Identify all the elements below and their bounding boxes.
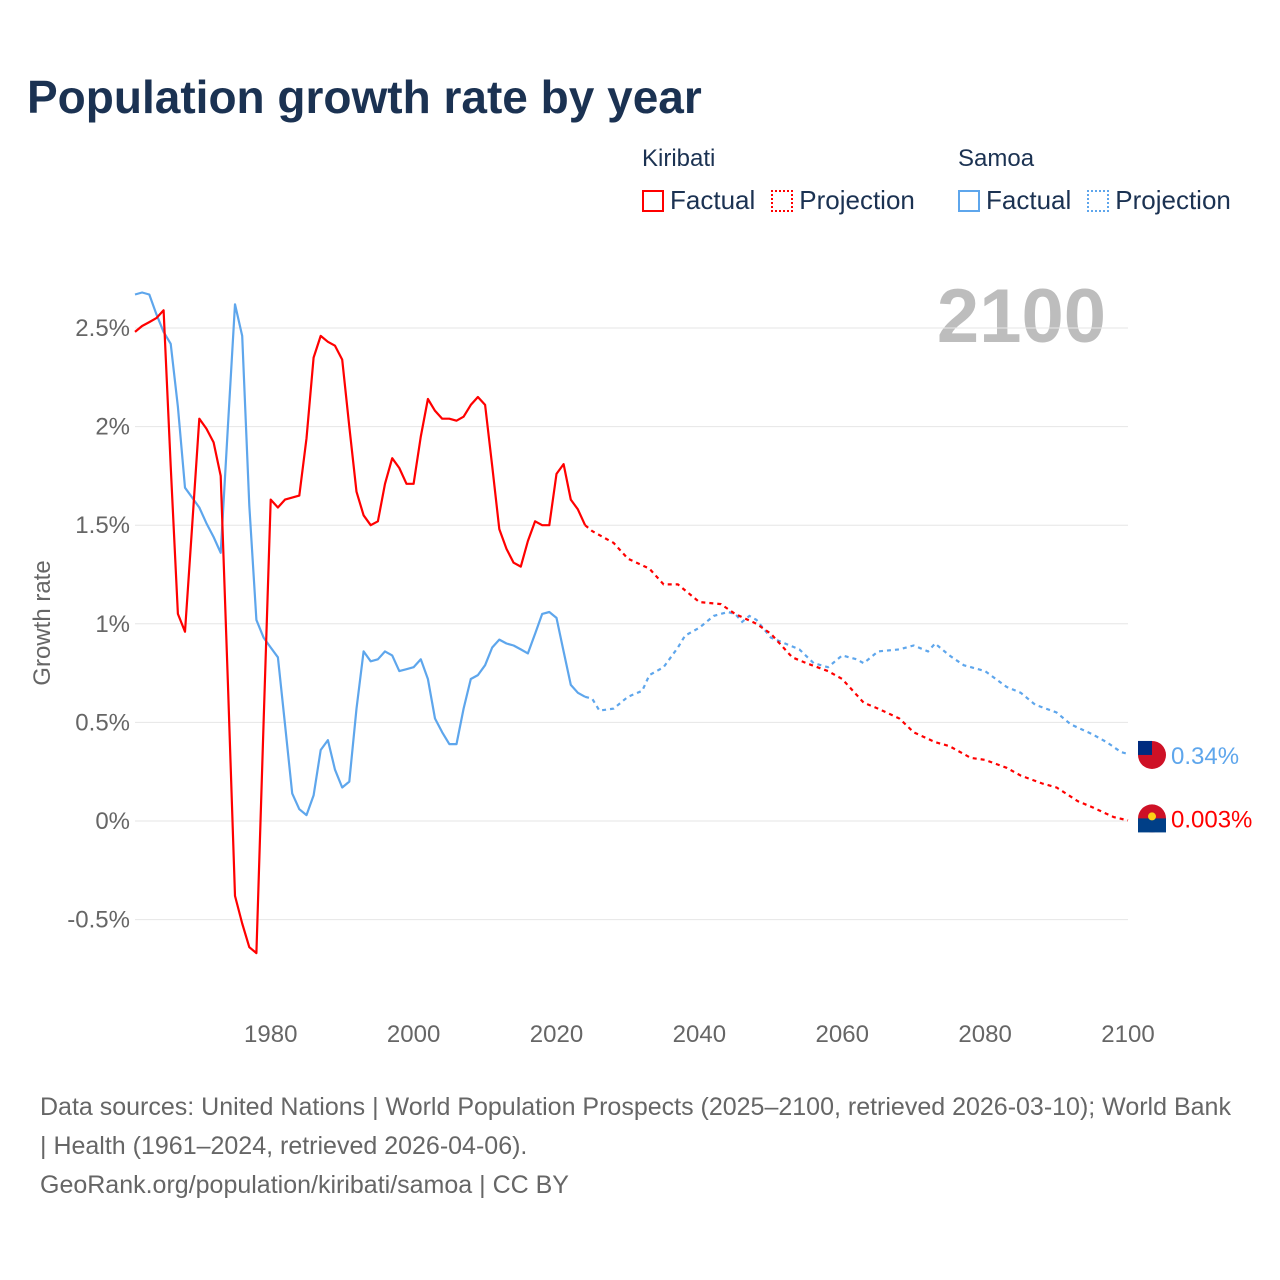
x-tick-label: 1980 <box>244 1021 297 1048</box>
samoa-flag-canton <box>1138 740 1152 755</box>
kiribati-projection-line <box>584 524 1129 822</box>
dotted-swatch-icon <box>1087 189 1110 212</box>
x-tick-label: 2020 <box>530 1021 583 1048</box>
legend-label: Projection <box>799 185 915 215</box>
dotted-swatch-icon <box>771 189 794 212</box>
page-title: Population growth rate by year <box>27 71 702 123</box>
y-tick-label: 0% <box>95 808 130 835</box>
legend-kiribati-projection[interactable]: Projection <box>771 185 915 216</box>
x-tick-label: 2000 <box>387 1021 440 1048</box>
legend-label: Factual <box>670 185 756 215</box>
data-sources: Data sources: United Nations | World Pop… <box>40 1093 1231 1160</box>
x-tick-label: 2080 <box>958 1021 1011 1048</box>
legend-kiribati-factual[interactable]: Factual <box>642 185 755 216</box>
line-chart: 2100 Growth rate 2.5% 2% 1.5% 1% 0.5% 0% -0.5%… <box>29 274 1252 1048</box>
samoa-end-value: 0.34% <box>1171 743 1239 770</box>
legend-group-label: Kiribati <box>642 145 716 172</box>
source-link[interactable]: GeoRank.org/population/kiribati/samoa | … <box>40 1171 569 1199</box>
legend-kiribati: Kiribati Factual Projection <box>642 145 915 216</box>
solid-swatch-icon <box>958 189 980 212</box>
legend-samoa: Samoa Factual Projection <box>958 145 1231 216</box>
kiribati-flag-sea <box>1138 818 1166 833</box>
samoa-factual-line <box>134 291 586 817</box>
y-tick-label: 2% <box>95 414 130 441</box>
y-tick-label: 0.5% <box>75 709 130 736</box>
legend-label: Projection <box>1115 185 1231 215</box>
kiribati-factual-line <box>134 309 587 955</box>
y-tick-label: -0.5% <box>67 907 130 934</box>
current-year-label: 2100 <box>937 274 1106 359</box>
legend-samoa-factual[interactable]: Factual <box>958 185 1071 216</box>
solid-swatch-icon <box>642 189 664 212</box>
samoa-projection-line <box>584 610 1129 756</box>
kiribati-end-value: 0.003% <box>1171 806 1252 833</box>
y-axis-label: Growth rate <box>29 560 56 685</box>
kiribati-flag-sun <box>1148 812 1156 821</box>
legend-label: Factual <box>986 185 1072 215</box>
legend-samoa-projection[interactable]: Projection <box>1087 185 1231 216</box>
x-tick-label: 2060 <box>816 1021 869 1048</box>
y-tick-label: 1% <box>95 611 130 638</box>
y-tick-label: 2.5% <box>75 315 130 342</box>
legend-group-label: Samoa <box>958 145 1035 172</box>
y-tick-label: 1.5% <box>75 512 130 539</box>
x-tick-label: 2040 <box>673 1021 726 1048</box>
footer: Data sources: United Nations | World Pop… <box>40 1088 1240 1205</box>
x-tick-label: 2100 <box>1101 1021 1154 1048</box>
